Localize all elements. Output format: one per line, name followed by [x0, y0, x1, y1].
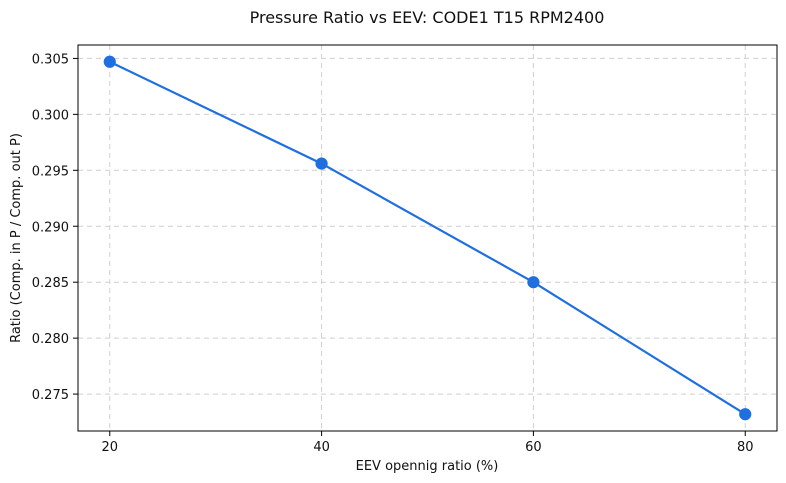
y-tick-label: 0.305	[32, 52, 69, 67]
x-tick-label: 40	[313, 440, 330, 455]
x-tick-label: 60	[525, 440, 542, 455]
series-layer	[103, 55, 752, 421]
y-tick-label: 0.280	[32, 332, 69, 347]
grid-layer	[78, 45, 777, 431]
y-tick-label: 0.300	[32, 108, 69, 123]
y-tick-label: 0.295	[32, 164, 69, 179]
plot-frame	[77, 44, 778, 432]
chart-title: Pressure Ratio vs EEV: CODE1 T15 RPM2400	[250, 8, 605, 27]
x-tick-label: 80	[737, 440, 754, 455]
y-axis-label: Ratio (Comp. in P / Comp. out P)	[9, 133, 24, 343]
data-point	[527, 276, 540, 289]
tick-layer: 20 40 60 80 0.275 0.280 0.285 0.290 0.295 0.300 0.…	[32, 52, 754, 455]
y-tick-label: 0.290	[32, 220, 69, 235]
data-point	[739, 408, 752, 421]
x-tick-label: 20	[101, 440, 118, 455]
x-axis-label: EEV opennig ratio (%)	[356, 459, 499, 474]
series-line	[108, 60, 747, 416]
y-tick-label: 0.285	[32, 276, 69, 291]
y-tick-label: 0.275	[32, 388, 69, 403]
data-point	[103, 55, 116, 68]
data-point	[315, 157, 328, 170]
